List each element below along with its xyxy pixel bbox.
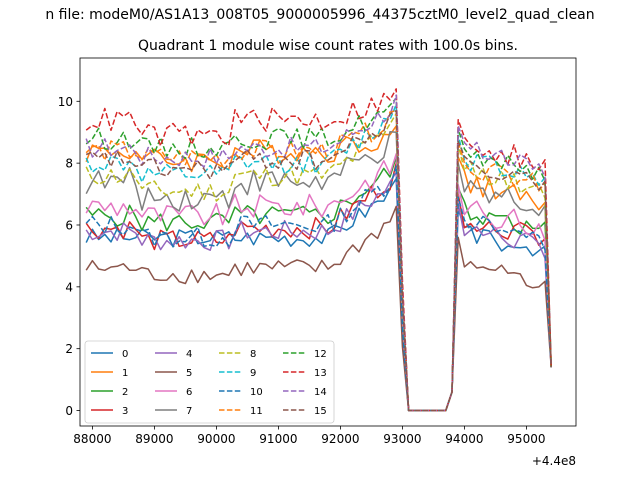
legend-label-14: 14 xyxy=(314,387,327,398)
x-tick-label: 90000 xyxy=(197,432,235,446)
x-tick-label: 93000 xyxy=(383,432,421,446)
legend-label-0: 0 xyxy=(122,349,128,360)
legend-label-10: 10 xyxy=(250,387,263,398)
series-line-11 xyxy=(85,109,552,412)
legend-label-1: 1 xyxy=(122,368,128,379)
series-line-12 xyxy=(85,97,552,412)
y-tick-label: 0 xyxy=(65,404,73,418)
y-tick-label: 6 xyxy=(65,218,73,232)
x-tick-label: 94000 xyxy=(445,432,483,446)
x-tick-label: 88000 xyxy=(73,432,111,446)
x-tick-label: 95000 xyxy=(507,432,545,446)
legend-box xyxy=(84,340,335,424)
plot-area xyxy=(85,88,552,412)
series-line-10 xyxy=(85,165,552,412)
x-tick-label: 92000 xyxy=(321,432,359,446)
x-tick-label: 89000 xyxy=(135,432,173,446)
axes: 88000 89000 90000 91000 92000 93000 94000 95000… xyxy=(58,57,577,446)
legend-label-3: 3 xyxy=(122,406,128,417)
series-line-5 xyxy=(85,205,552,412)
legend-label-4: 4 xyxy=(186,349,192,360)
series-line-6 xyxy=(85,153,552,412)
series-line-7 xyxy=(85,131,552,412)
legend-label-5: 5 xyxy=(186,368,192,379)
series-line-13 xyxy=(85,88,552,412)
y-tick-label: 2 xyxy=(65,342,73,356)
legend-label-2: 2 xyxy=(122,387,128,398)
figure-suptitle: n file: modeM0/AS1A13_008T05_9000005996_… xyxy=(45,7,594,23)
y-tick-label: 8 xyxy=(65,157,73,171)
legend-label-9: 9 xyxy=(250,368,256,379)
chart-title: Quadrant 1 module wise count rates with … xyxy=(138,38,518,54)
series-line-8 xyxy=(85,112,552,412)
legend-label-15: 15 xyxy=(314,406,327,417)
series-line-15 xyxy=(85,109,552,412)
y-tick-label: 4 xyxy=(65,280,73,294)
legend-label-7: 7 xyxy=(186,406,192,417)
axes-frame xyxy=(79,57,577,427)
legend-label-8: 8 xyxy=(250,349,256,360)
legend-label-6: 6 xyxy=(186,387,192,398)
series-line-0 xyxy=(85,177,552,412)
y-tick-label: 10 xyxy=(58,95,73,109)
legend-label-13: 13 xyxy=(314,368,327,379)
x-tick-label: 91000 xyxy=(259,432,297,446)
legend-label-11: 11 xyxy=(250,406,263,417)
legend-label-12: 12 xyxy=(314,349,327,360)
x-offset-label: +4.4e8 xyxy=(532,454,576,468)
